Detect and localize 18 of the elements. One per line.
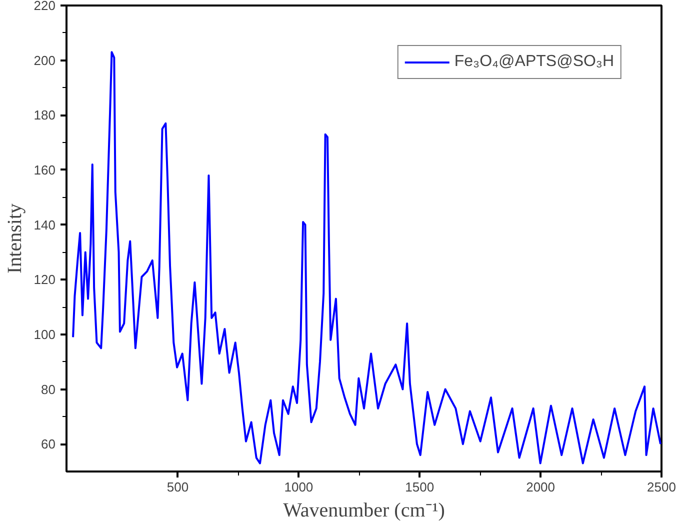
y-tick-label: 100 bbox=[34, 326, 56, 342]
y-tick-label: 120 bbox=[34, 272, 56, 288]
y-tick-label: 140 bbox=[34, 217, 56, 232]
y-tick-label: 160 bbox=[34, 162, 56, 178]
y-tick-label: 80 bbox=[41, 382, 56, 397]
x-tick-label: 1000 bbox=[284, 480, 314, 494]
y-tick-label: 60 bbox=[41, 436, 56, 452]
x-tick-label: 2500 bbox=[647, 480, 676, 494]
y-tick-label: 180 bbox=[34, 108, 56, 123]
x-tick-label: 500 bbox=[166, 480, 189, 494]
x-tick-label: 1500 bbox=[405, 480, 434, 494]
x-tick-label: 2000 bbox=[526, 480, 556, 494]
x-axis-title: Wavenumber (cm⁻¹) bbox=[283, 500, 445, 522]
y-tick-label: 200 bbox=[34, 52, 56, 68]
y-axis-title: Intensity bbox=[4, 203, 26, 274]
y-tick-label: 220 bbox=[34, 0, 56, 13]
legend-label: Fe₃O₄@APTS@SO₃H bbox=[454, 53, 614, 71]
line-series bbox=[72, 51, 662, 464]
